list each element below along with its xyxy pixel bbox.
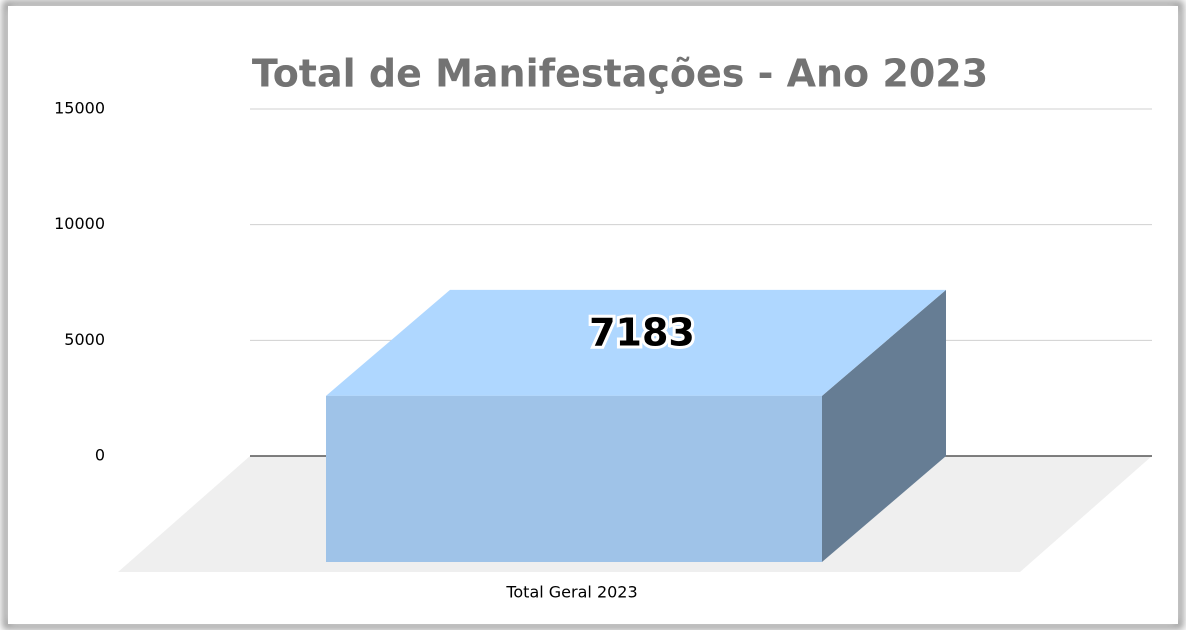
y-tick-label: 5000 — [64, 330, 105, 349]
bar-side — [822, 289, 946, 562]
chart-title: Total de Manifestações - Ano 2023 — [252, 52, 988, 96]
y-tick-label: 0 — [95, 446, 105, 465]
bar-top — [326, 289, 946, 396]
bar — [326, 395, 822, 562]
y-tick-label: 15000 — [54, 99, 105, 118]
x-tick-label: Total Geral 2023 — [505, 583, 637, 602]
frame-shadow — [3, 1, 1183, 629]
y-tick-label: 10000 — [54, 214, 105, 233]
data-label: 7183 — [589, 310, 695, 354]
